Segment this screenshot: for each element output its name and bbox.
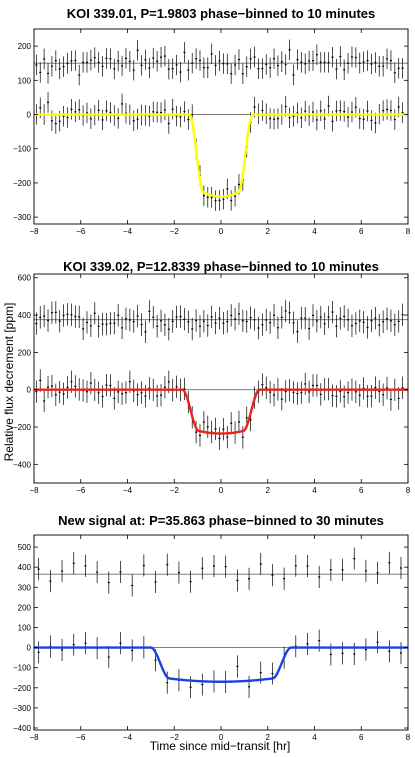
x-tick-label: 2 bbox=[266, 486, 271, 495]
series-1 bbox=[35, 299, 404, 344]
y-tick-label: 0 bbox=[27, 111, 32, 120]
x-axis-label: Time since mid−transit [hr] bbox=[150, 739, 291, 753]
x-tick-label: −8 bbox=[29, 733, 39, 742]
y-tick-label: −200 bbox=[13, 684, 32, 693]
x-tick-label: 8 bbox=[406, 486, 411, 495]
x-tick-label: 4 bbox=[312, 227, 317, 236]
series-1 bbox=[35, 39, 404, 86]
y-tick-label: 0 bbox=[27, 386, 32, 395]
transit-model-line bbox=[34, 388, 408, 435]
x-tick-label: −6 bbox=[76, 733, 86, 742]
y-tick-label: −300 bbox=[13, 213, 32, 222]
y-axis-label: Relative flux decrement [ppm] bbox=[2, 303, 16, 462]
panel-title: KOI 339.01, P=1.9803 phase−binned to 10 … bbox=[67, 6, 376, 21]
x-tick-label: 4 bbox=[312, 486, 317, 495]
panel-3: New signal at: P=35.863 phase−binned to … bbox=[13, 513, 411, 742]
x-tick-label: −2 bbox=[170, 733, 180, 742]
y-tick-label: 200 bbox=[18, 603, 32, 612]
y-tick-label: 300 bbox=[18, 583, 32, 592]
series-2 bbox=[35, 369, 404, 450]
y-tick-label: −200 bbox=[13, 423, 32, 432]
x-tick-label: −8 bbox=[29, 227, 39, 236]
panel-title: New signal at: P=35.863 phase−binned to … bbox=[58, 513, 384, 528]
panel-title: KOI 339.02, P=12.8339 phase−binned to 10… bbox=[63, 259, 379, 274]
x-tick-label: 0 bbox=[219, 486, 224, 495]
x-tick-label: −4 bbox=[123, 486, 133, 495]
y-tick-label: 200 bbox=[18, 348, 32, 357]
y-tick-label: −300 bbox=[13, 704, 32, 713]
axes-frame bbox=[33, 534, 409, 731]
x-tick-label: 4 bbox=[312, 733, 317, 742]
y-tick-label: −400 bbox=[13, 460, 32, 469]
x-tick-label: 6 bbox=[359, 486, 364, 495]
series-1 bbox=[37, 547, 402, 597]
x-tick-label: 8 bbox=[406, 733, 411, 742]
x-tick-label: 0 bbox=[219, 227, 224, 236]
x-tick-label: −4 bbox=[123, 733, 133, 742]
panel-1: KOI 339.01, P=1.9803 phase−binned to 10 … bbox=[13, 6, 411, 236]
y-tick-label: 400 bbox=[18, 311, 32, 320]
x-tick-label: −8 bbox=[29, 486, 39, 495]
y-tick-label: 200 bbox=[18, 42, 32, 51]
x-tick-label: −2 bbox=[170, 486, 180, 495]
transit-model-line bbox=[34, 646, 408, 683]
y-tick-label: 600 bbox=[18, 274, 32, 283]
y-tick-label: −100 bbox=[13, 145, 32, 154]
y-tick-label: −100 bbox=[13, 664, 32, 673]
series-2 bbox=[37, 629, 402, 699]
x-tick-label: 2 bbox=[266, 733, 271, 742]
transit-model-line bbox=[34, 113, 408, 198]
y-tick-label: 500 bbox=[18, 543, 32, 552]
y-tick-label: 0 bbox=[27, 644, 32, 653]
x-tick-label: −4 bbox=[123, 227, 133, 236]
y-tick-label: 100 bbox=[18, 76, 32, 85]
x-tick-label: −2 bbox=[170, 227, 180, 236]
y-tick-label: −200 bbox=[13, 179, 32, 188]
x-tick-label: 0 bbox=[219, 733, 224, 742]
x-tick-label: 6 bbox=[359, 227, 364, 236]
panel-2: KOI 339.02, P=12.8339 phase−binned to 10… bbox=[13, 259, 411, 495]
y-tick-label: 100 bbox=[18, 623, 32, 632]
y-tick-label: 400 bbox=[18, 563, 32, 572]
x-tick-label: −6 bbox=[76, 227, 86, 236]
x-tick-label: 6 bbox=[359, 733, 364, 742]
x-tick-label: 8 bbox=[406, 227, 411, 236]
x-tick-label: −6 bbox=[76, 486, 86, 495]
y-tick-label: −400 bbox=[13, 724, 32, 733]
x-tick-label: 2 bbox=[266, 227, 271, 236]
series-2 bbox=[35, 92, 404, 211]
